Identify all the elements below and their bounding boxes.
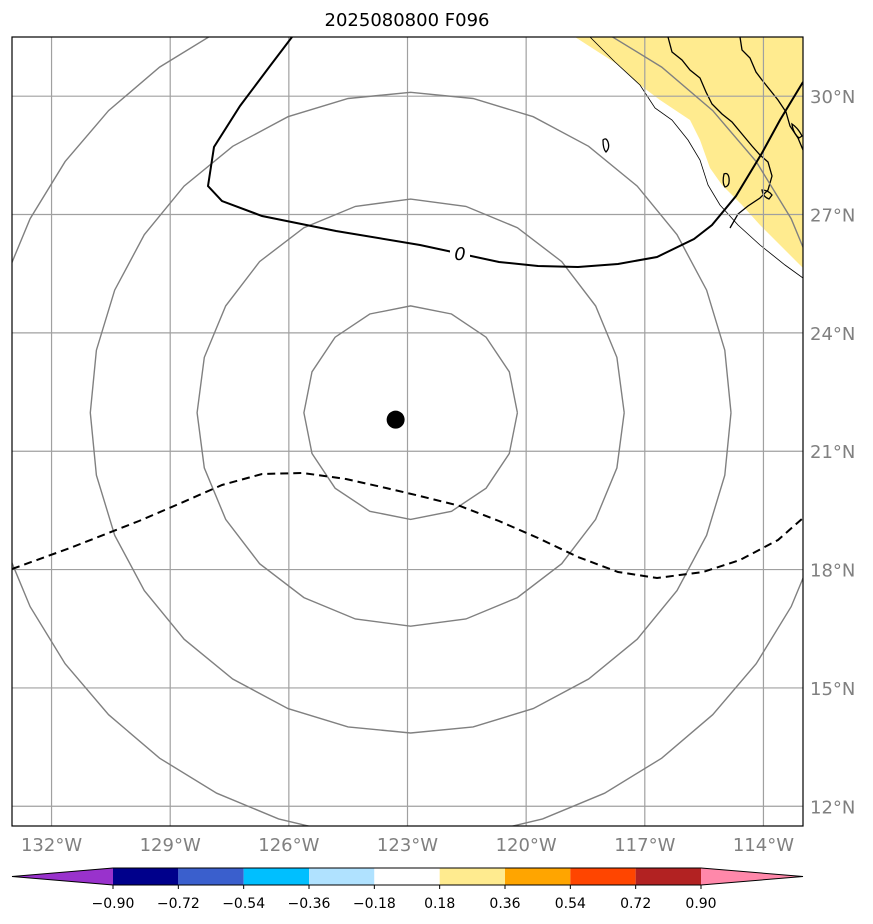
range-rings [12, 37, 803, 826]
lon-tick-label: 123°W [377, 835, 438, 856]
lat-tick-label: 24°N [810, 324, 855, 345]
colorbar-tick-label: 0.36 [489, 896, 520, 912]
coastline-islands [739, 37, 803, 151]
colorbar-tick-label: 0.54 [555, 896, 586, 912]
colorbar-tick-label: 0.90 [685, 896, 716, 912]
colorbar-segment [439, 868, 505, 885]
range-ring-3 [12, 37, 803, 826]
coastline [667, 37, 773, 229]
lat-tick-label: 18°N [810, 561, 855, 582]
colorbar-extend-low [12, 868, 113, 885]
lat-tick-label: 21°N [810, 442, 855, 463]
colorbar-segment [570, 868, 636, 885]
lat-tick-label: 12°N [810, 797, 855, 818]
figure-title: 2025080800 F096 [325, 10, 490, 31]
map-frame [11, 36, 804, 827]
colorbar-tick-label: −0.18 [353, 896, 396, 912]
lat-tick-label: 15°N [810, 679, 855, 700]
colorbar-segment [635, 868, 701, 885]
colorbar-extend-high [701, 868, 803, 885]
colorbar-tick-label: −0.90 [92, 896, 135, 912]
land-area [575, 37, 803, 268]
lon-tick-labels: 132°W 129°W 126°W 123°W 120°W 117°W 114°W [21, 835, 794, 856]
coastline-small-island [602, 122, 803, 200]
contour-label-zero: 0 [454, 244, 465, 265]
contour-dashed [12, 471, 803, 580]
lat-tick-label: 30°N [810, 87, 855, 108]
colorbar-segment [505, 868, 571, 885]
graticule [12, 37, 803, 826]
colorbar: −0.90 −0.72 −0.54 −0.36 −0.18 0.18 0.36 0.54 0.7… [11, 867, 804, 912]
contour-label-bg [450, 243, 470, 263]
lon-tick-label: 114°W [733, 835, 794, 856]
range-ring-2 [89, 91, 732, 734]
range-ring-0 [303, 305, 519, 521]
colorbar-segment [113, 868, 179, 885]
lon-tick-label: 126°W [258, 835, 319, 856]
colorbar-tick-label: −0.54 [222, 896, 265, 912]
colorbar-tick-label: −0.36 [288, 896, 331, 912]
lon-tick-label: 129°W [140, 835, 201, 856]
map-panel: 0 [11, 36, 804, 827]
colorbar-segment [243, 868, 309, 885]
lon-tick-label: 117°W [614, 835, 675, 856]
colorbar-tick-label: 0.72 [620, 896, 651, 912]
lon-tick-label: 120°W [496, 835, 557, 856]
storm-center-marker [386, 410, 405, 429]
colorbar-tick-label: 0.18 [424, 896, 455, 912]
boundary-line [589, 37, 803, 279]
colorbar-segment [178, 868, 244, 885]
lon-tick-label: 132°W [21, 835, 82, 856]
lat-tick-labels: 12°N 15°N 18°N 21°N 24°N 27°N 30°N [810, 87, 855, 818]
contour-zero-solid [206, 37, 803, 269]
colorbar-segment [309, 868, 375, 885]
lat-tick-label: 27°N [810, 206, 855, 227]
range-ring-1 [196, 198, 625, 627]
colorbar-tick-label: −0.72 [157, 896, 200, 912]
colorbar-segment [374, 868, 440, 885]
